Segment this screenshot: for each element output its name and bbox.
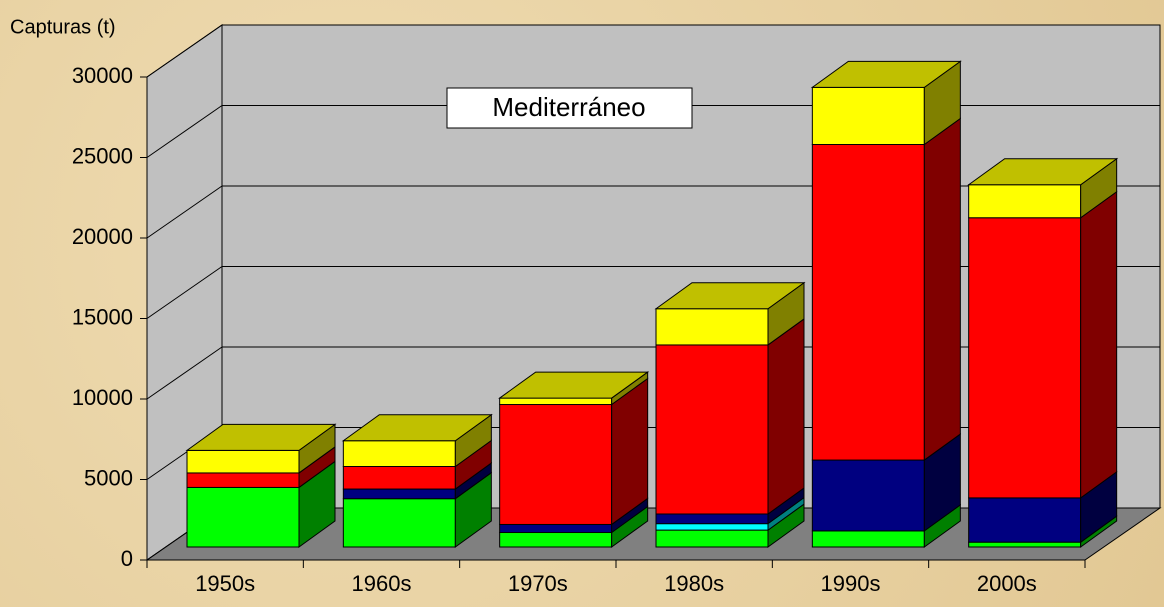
x-tick-label: 1990s (821, 571, 881, 596)
y-tick-label: 30000 (72, 63, 133, 88)
bar-segment (342, 488, 456, 500)
bar-side (767, 317, 805, 515)
bar-segment (655, 523, 769, 531)
bar-segment (968, 497, 1082, 543)
bar-segment (655, 513, 769, 525)
grid-line (146, 105, 223, 158)
title-box (446, 87, 693, 129)
bar-top (654, 282, 806, 310)
y-tick-label: 0 (121, 546, 133, 571)
y-tick-label: 25000 (72, 143, 133, 168)
bar-segment (968, 184, 1082, 219)
bar-side (1080, 190, 1118, 499)
bar-segment (968, 541, 1082, 548)
bar-top (498, 371, 650, 399)
x-tick-label: 1950s (195, 571, 255, 596)
y-tick-label: 5000 (84, 465, 133, 490)
grid-line (146, 346, 223, 400)
bar-segment (342, 440, 456, 467)
bar-segment (342, 498, 456, 548)
grid-line (146, 24, 223, 78)
bar-segment (186, 449, 300, 474)
bar-segment (499, 404, 613, 525)
y-tick-label: 20000 (72, 224, 133, 249)
bar-segment (811, 86, 925, 145)
bar-segment (811, 459, 925, 532)
bar-segment (968, 217, 1082, 499)
bar-segment (655, 344, 769, 515)
bar-segment (811, 530, 925, 548)
bar-top (967, 158, 1119, 186)
bar-segment (655, 529, 769, 548)
bar-segment (499, 523, 613, 534)
bar-segment (186, 486, 300, 548)
x-tick-label: 1980s (664, 571, 724, 596)
x-tick-label: 2000s (977, 571, 1037, 596)
bar-side (923, 117, 961, 462)
bar-segment (811, 144, 925, 461)
x-tick-label: 1970s (508, 571, 568, 596)
bar-top (341, 414, 493, 442)
y-tick-label: 15000 (72, 304, 133, 329)
chart-title: Mediterráneo (492, 92, 645, 122)
bar-segment (499, 532, 613, 548)
y-tick-label: 10000 (72, 385, 133, 410)
grid-line (146, 185, 223, 239)
bar-segment (499, 397, 613, 406)
bar-segment (655, 308, 769, 346)
bar-top (185, 423, 337, 451)
x-tick-label: 1960s (352, 571, 412, 596)
y-axis-label: Capturas (t) (10, 16, 116, 38)
grid-line (146, 266, 223, 319)
bar-segment (342, 466, 456, 490)
bar-top (810, 60, 962, 88)
bar-segment (186, 472, 300, 488)
